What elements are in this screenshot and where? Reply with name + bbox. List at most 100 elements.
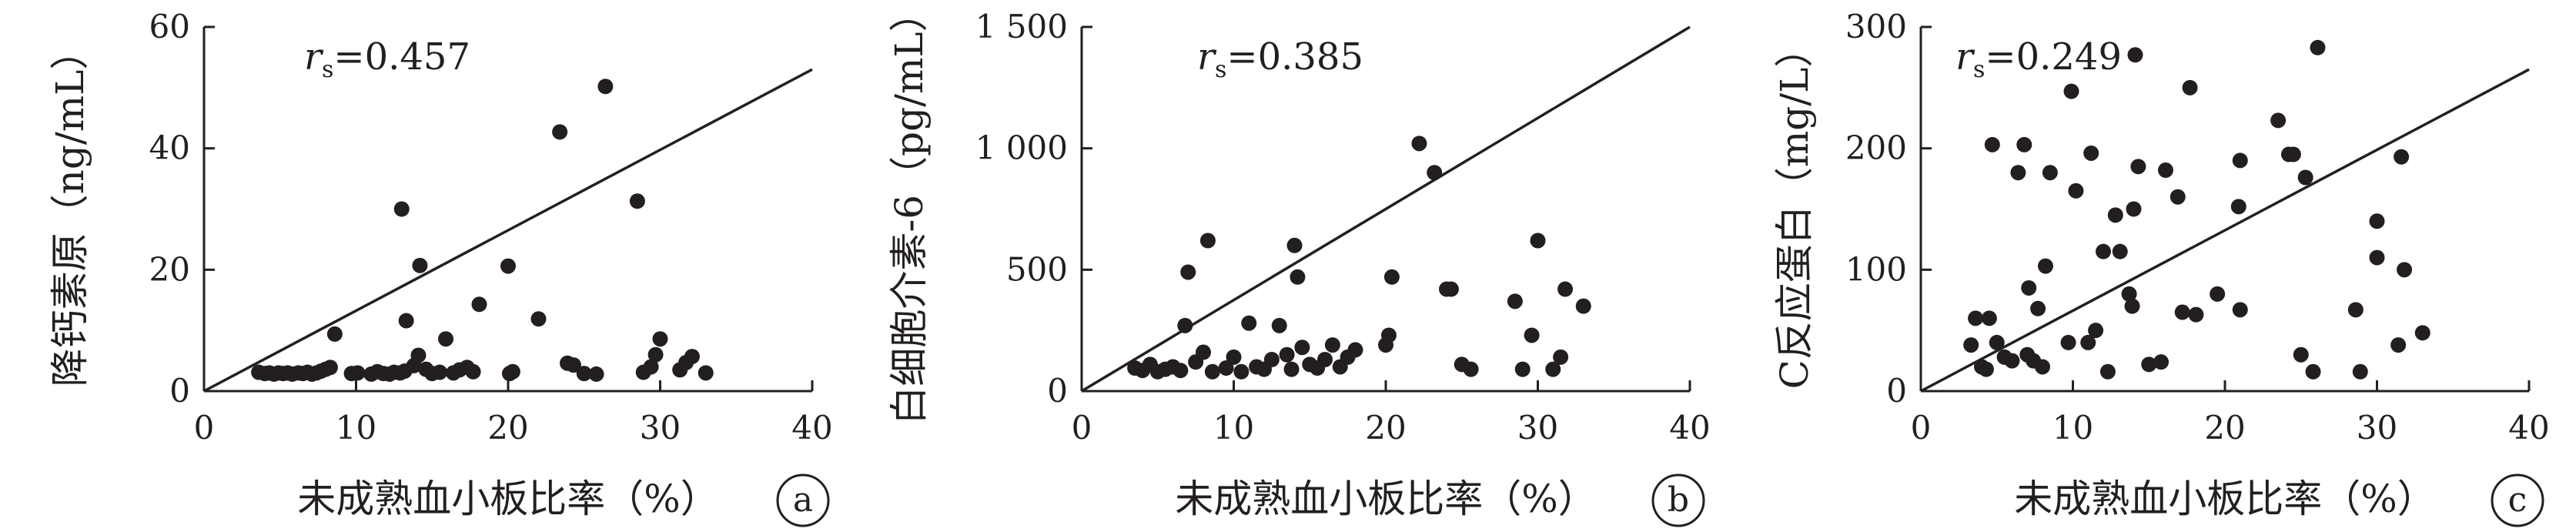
data-point <box>1557 281 1574 297</box>
x-tick-label: 0 <box>1072 409 1092 447</box>
data-point <box>2088 323 2104 339</box>
data-point <box>2285 146 2301 162</box>
x-axis-label: 未成熟血小板比率（%） <box>2014 477 2436 521</box>
data-point <box>1989 334 2005 350</box>
x-tick-label: 10 <box>1213 409 1254 447</box>
y-axis-label: C反应蛋白（mg/L） <box>1772 29 1817 390</box>
x-tick-label: 40 <box>2508 409 2549 447</box>
data-point <box>2347 302 2364 318</box>
data-point <box>1347 342 1363 358</box>
rs-subscript: s <box>1973 56 1985 83</box>
data-point <box>1294 340 1310 356</box>
data-point <box>2397 262 2413 278</box>
data-point <box>2270 112 2287 129</box>
rs-symbol: r <box>1197 35 1217 79</box>
x-tick-label: 20 <box>1365 409 1406 447</box>
data-point <box>2010 165 2026 181</box>
data-point <box>2174 304 2190 320</box>
data-point <box>2230 199 2246 215</box>
data-point <box>1279 346 1295 363</box>
y-axis-label: 降钙素原（ng/mL） <box>48 32 92 387</box>
data-point <box>2068 182 2084 199</box>
panel-badge-circle <box>2491 473 2544 527</box>
data-point <box>1324 337 1340 353</box>
y-tick-label: 20 <box>149 250 190 288</box>
panel-c: 0 10 20 30 40 0 100 200 300 rs=0.249 未成熟血小板比率（%） C反… <box>1772 8 2550 527</box>
x-tick-label: 40 <box>791 409 832 447</box>
x-tick-label: 10 <box>336 409 376 447</box>
data-point <box>1218 360 1234 376</box>
data-point <box>2305 363 2321 380</box>
data-point <box>1575 298 1591 314</box>
rs-symbol: r <box>304 35 324 79</box>
data-point <box>2232 152 2248 169</box>
data-point <box>326 326 343 342</box>
rs-value: =0.385 <box>1226 35 1363 79</box>
fit-line <box>1920 68 2530 393</box>
data-point <box>2021 279 2037 296</box>
data-point <box>2232 302 2248 318</box>
y-tick-label: 100 <box>1845 250 1907 288</box>
data-point <box>2141 356 2157 373</box>
data-point <box>2124 298 2140 314</box>
data-point <box>2310 39 2326 55</box>
rs-subscript: s <box>322 56 333 83</box>
data-point <box>647 346 664 363</box>
data-point <box>2004 353 2020 369</box>
y-tick-label: 0 <box>1886 372 1907 410</box>
data-point <box>552 124 568 140</box>
data-point <box>698 365 714 381</box>
x-tick-label: 30 <box>640 409 681 447</box>
data-point <box>2414 325 2430 341</box>
data-point <box>2390 337 2407 353</box>
rs-subscript: s <box>1215 56 1226 83</box>
y-tick-label: 0 <box>169 372 190 410</box>
data-point <box>2153 354 2170 370</box>
data-point <box>2063 83 2079 99</box>
data-point <box>471 296 487 313</box>
panel-badge-label: c <box>2508 480 2527 520</box>
data-point <box>2182 79 2198 95</box>
panel-badge-label: a <box>793 480 813 520</box>
data-point <box>2035 359 2050 375</box>
x-axis-label: 未成熟血小板比率（%） <box>1175 477 1597 521</box>
y-tick-label: 500 <box>1006 250 1068 288</box>
data-point <box>1978 361 1994 377</box>
data-point <box>1283 361 1300 377</box>
data-point <box>2030 300 2046 316</box>
y-tick-label: 40 <box>149 129 190 167</box>
data-point <box>2188 306 2204 323</box>
panel-b: 0 10 20 30 40 0 500 1 000 1 500 rs=0.385 未成熟血小板比率（… <box>887 0 1711 527</box>
data-point <box>2016 136 2032 152</box>
data-point <box>350 365 366 381</box>
correlation-label: rs=0.385 <box>1197 35 1363 83</box>
y-axis-label: 白细胞介素-6（pg/mL） <box>887 0 932 425</box>
data-point <box>1514 361 1531 377</box>
data-point <box>530 311 547 327</box>
data-point <box>2060 334 2076 350</box>
data-point <box>2293 346 2309 363</box>
fit-line <box>203 68 813 393</box>
data-point <box>1553 349 1569 365</box>
data-point <box>2037 258 2053 274</box>
data-point <box>2369 213 2385 229</box>
data-point <box>1524 327 1540 343</box>
data-point <box>1411 136 1427 152</box>
correlation-label: rs=0.457 <box>304 35 470 83</box>
data-point <box>1463 361 1479 377</box>
data-point <box>1173 363 1189 379</box>
data-point <box>2369 249 2385 266</box>
data-point <box>2126 201 2142 217</box>
x-tick-label: 40 <box>1669 409 1710 447</box>
data-point <box>1984 136 2000 152</box>
x-tick-label: 20 <box>487 409 528 447</box>
data-point <box>2096 243 2111 259</box>
data-point <box>597 79 614 95</box>
data-point <box>2210 286 2226 302</box>
panel-badge-circle <box>776 473 830 527</box>
data-point <box>2352 363 2368 380</box>
x-tick-label: 20 <box>2204 409 2245 447</box>
data-point <box>2394 149 2410 165</box>
data-point <box>2083 145 2099 161</box>
data-point <box>1290 269 1306 285</box>
